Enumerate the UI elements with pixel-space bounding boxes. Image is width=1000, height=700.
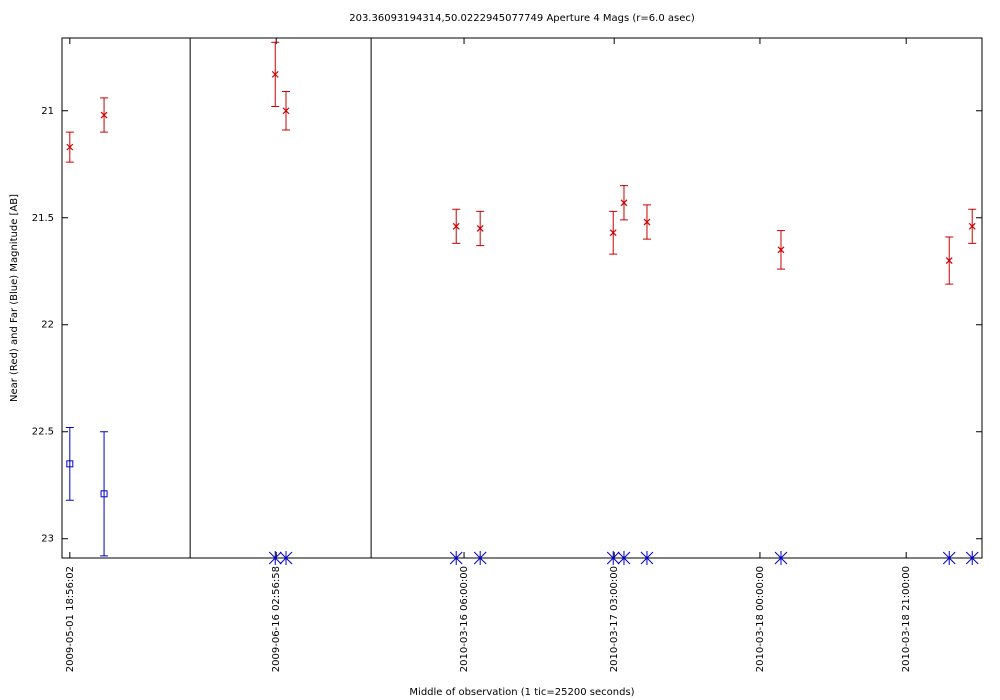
point — [279, 551, 293, 565]
point — [620, 199, 628, 207]
x-axis-label: Middle of observation (1 tic=25200 secon… — [409, 687, 634, 698]
y-axis-label: Near (Red) and Far (Blue) Magnitude [AB] — [9, 194, 20, 402]
point — [945, 257, 953, 264]
point — [66, 460, 74, 468]
point — [640, 551, 654, 565]
plot-frame — [61, 37, 983, 559]
point — [449, 551, 463, 565]
y-tick-label: 21.5 — [32, 213, 54, 224]
point — [476, 225, 484, 232]
point — [473, 551, 487, 565]
x-tick-label: 2009-06-16 02:56:58 — [271, 566, 282, 672]
x-tick-label: 2009-05-01 18:56:02 — [65, 566, 76, 672]
point — [606, 551, 620, 565]
error-bar — [100, 431, 109, 557]
x-tick-label: 2010-03-16 06:00:00 — [459, 566, 470, 672]
y-tick-label: 22 — [41, 320, 54, 331]
point — [942, 551, 956, 565]
x-tick-label: 2010-03-18 00:00:00 — [755, 566, 766, 672]
x-tick-label: 2010-03-17 03:00:00 — [609, 566, 620, 672]
point — [617, 551, 631, 565]
chart-title: 203.36093194314,50.0222945077749 Apertur… — [349, 13, 695, 24]
point — [774, 551, 788, 565]
point — [643, 218, 651, 226]
point — [452, 222, 460, 230]
point — [282, 107, 290, 115]
point — [271, 70, 279, 78]
y-tick-label: 22.5 — [32, 427, 54, 438]
point — [100, 111, 108, 119]
point — [777, 246, 785, 254]
point — [609, 229, 617, 237]
point — [66, 143, 74, 151]
point — [968, 222, 976, 230]
point — [100, 490, 108, 498]
y-tick-label: 23 — [41, 534, 54, 545]
error-bar — [65, 426, 74, 501]
x-tick-label: 2010-03-18 21:00:00 — [901, 566, 912, 672]
point — [965, 551, 979, 565]
y-tick-label: 21 — [41, 106, 54, 117]
point — [268, 551, 282, 565]
